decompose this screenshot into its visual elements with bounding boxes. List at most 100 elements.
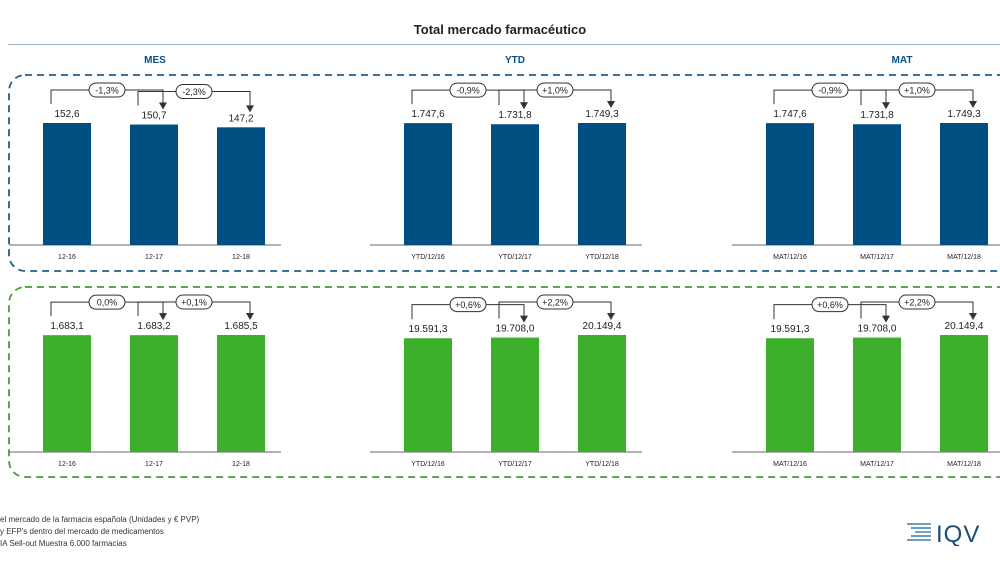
growth-badge (175, 294, 213, 310)
bar (853, 337, 901, 452)
value-label: 1.749,3 (947, 109, 981, 120)
growth-label: +2,2% (542, 298, 568, 308)
bar (43, 335, 91, 452)
growth-badge (898, 82, 936, 98)
value-label: 1.749,3 (585, 109, 619, 120)
growth-arrowhead (520, 315, 528, 323)
footnote-2: y EFP's dentro del mercado de medicament… (0, 527, 164, 536)
category-tick-label: MAT/12/17 (860, 461, 894, 468)
growth-arrowhead (882, 315, 890, 323)
bar (130, 124, 178, 245)
growth-badge (88, 294, 126, 310)
category-tick-label: 12-17 (145, 461, 163, 468)
category-tick-label: MAT/12/18 (947, 254, 981, 261)
category-tick-label: 12-16 (58, 254, 76, 261)
iqvia-lines-logo-icon (907, 523, 931, 541)
growth-arrowhead (246, 313, 254, 320)
category-tick-label: 12-18 (232, 254, 250, 261)
category-tick-label: MAT/12/16 (773, 461, 807, 468)
growth-label: +0,6% (455, 300, 481, 310)
page-title: Total mercado farmacéutico (413, 22, 587, 37)
growth-arrowhead (520, 102, 528, 110)
bar (491, 124, 539, 245)
growth-label: +0,6% (817, 300, 843, 310)
bar (43, 123, 91, 245)
title-divider (8, 44, 1000, 45)
value-label: 1.747,6 (411, 109, 445, 120)
growth-label: -0,9% (456, 86, 480, 96)
growth-badge (449, 297, 487, 313)
bar (940, 123, 988, 245)
bar (766, 123, 814, 245)
growth-arrowhead (969, 101, 977, 108)
value-label: 1.731,8 (498, 110, 532, 121)
category-tick-label: YTD/12/18 (585, 461, 619, 468)
growth-label: +2,2% (904, 298, 930, 308)
growth-label: +1,0% (542, 86, 568, 96)
growth-label: +1,0% (904, 86, 930, 96)
growth-arrowhead (882, 102, 890, 110)
value-label: 19.708,0 (496, 324, 535, 335)
value-label: 1.683,1 (50, 321, 84, 332)
category-tick-label: MAT/12/17 (860, 254, 894, 261)
growth-badge (536, 82, 574, 98)
growth-arrowhead (607, 313, 615, 320)
growth-label: -2,3% (182, 87, 206, 97)
value-label: 150,7 (141, 111, 166, 122)
footnote-1: el mercado de la farmacia española (Unid… (0, 515, 200, 524)
growth-arrowhead (159, 313, 167, 321)
growth-label: -1,3% (95, 86, 119, 96)
bar (578, 335, 626, 452)
bar (578, 123, 626, 245)
value-label: 20.149,4 (945, 321, 984, 332)
bar (766, 338, 814, 452)
column-header-ytd: YTD (505, 55, 525, 66)
growth-badge (449, 82, 487, 98)
category-tick-label: YTD/12/18 (585, 254, 619, 261)
growth-label: +0,1% (181, 298, 207, 308)
value-label: 1.685,5 (224, 321, 258, 332)
growth-badge (88, 82, 126, 98)
category-tick-label: YTD/12/17 (498, 254, 532, 261)
category-tick-label: 12-16 (58, 461, 76, 468)
value-label: 152,6 (54, 109, 79, 120)
iqvia-logo: IQV (907, 521, 980, 546)
bar (404, 123, 452, 245)
growth-arrowhead (159, 102, 167, 110)
logo-text: IQV (936, 521, 980, 546)
category-tick-label: 12-18 (232, 461, 250, 468)
bar (130, 335, 178, 452)
values-row-dashed-frame (8, 286, 1000, 478)
growth-badge (536, 294, 574, 310)
value-label: 19.591,3 (771, 324, 810, 335)
value-label: 1.731,8 (860, 110, 894, 121)
bar (853, 124, 901, 245)
footnote-3: IA Sell-out Muestra 6.000 farmacias (0, 539, 127, 548)
bar (491, 337, 539, 452)
growth-badge (811, 297, 849, 313)
growth-label: -0,9% (818, 86, 842, 96)
category-tick-label: YTD/12/16 (411, 461, 445, 468)
growth-arrowhead (969, 313, 977, 320)
growth-arrowhead (607, 101, 615, 108)
units-row-dashed-frame (8, 74, 1000, 272)
bar (217, 335, 265, 452)
category-tick-label: MAT/12/18 (947, 461, 981, 468)
growth-badge (175, 84, 213, 100)
value-label: 19.591,3 (409, 324, 448, 335)
growth-badge (898, 294, 936, 310)
category-tick-label: YTD/12/17 (498, 461, 532, 468)
growth-arrowhead (246, 105, 254, 113)
column-header-mes: MES (144, 55, 166, 66)
category-tick-label: YTD/12/16 (411, 254, 445, 261)
value-label: 1.747,6 (773, 109, 807, 120)
bar (940, 335, 988, 452)
value-label: 147,2 (228, 113, 253, 124)
value-label: 19.708,0 (858, 324, 897, 335)
bar (217, 127, 265, 245)
bar (404, 338, 452, 452)
category-tick-label: 12-17 (145, 254, 163, 261)
growth-badge (811, 82, 849, 98)
column-header-mat: MAT (891, 55, 913, 66)
